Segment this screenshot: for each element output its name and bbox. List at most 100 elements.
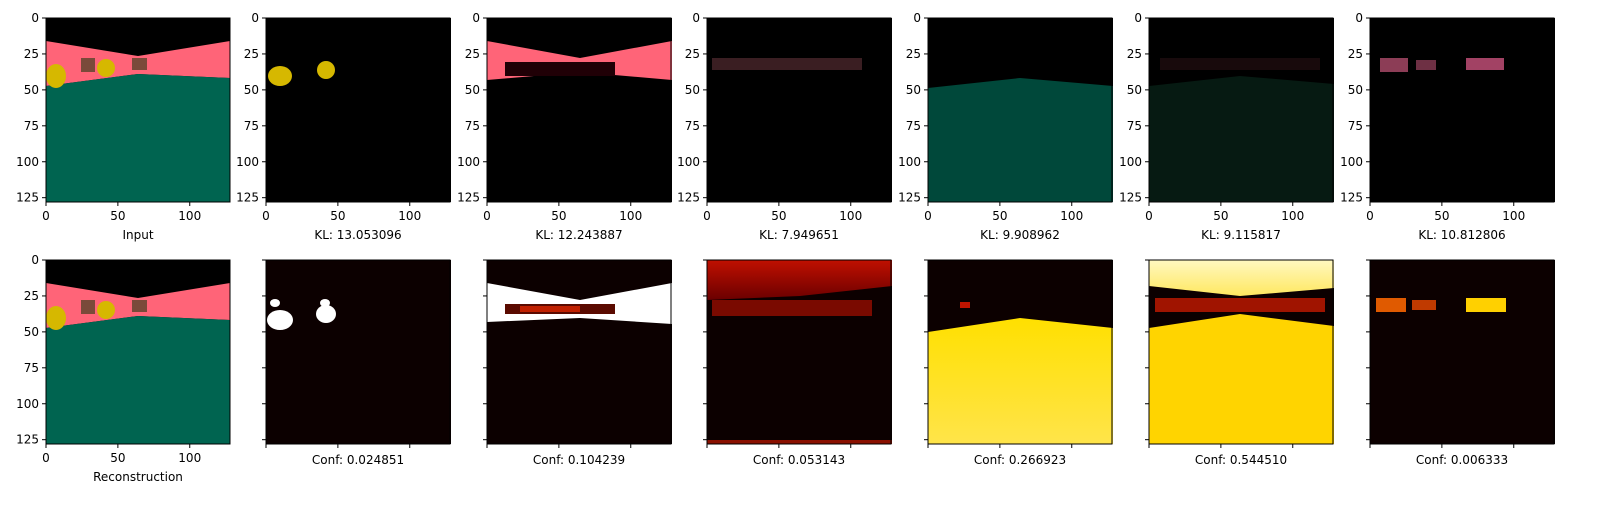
panel-mask-6 xyxy=(1370,18,1555,202)
y-tick-label: 25 xyxy=(685,47,700,61)
panel-mask-5 xyxy=(1149,18,1334,202)
panel-mask-2 xyxy=(487,18,672,202)
y-tick-label: 125 xyxy=(898,191,921,205)
panel-frames xyxy=(45,17,1555,445)
x-tick-label: 0 xyxy=(703,209,711,223)
panel-conf-4 xyxy=(928,260,1113,444)
panel-caption: KL: 9.908962 xyxy=(980,228,1060,242)
panel-caption: KL: 7.949651 xyxy=(759,228,839,242)
y-tick-label: 75 xyxy=(1127,119,1142,133)
y-tick-label: 100 xyxy=(677,155,700,169)
panel-caption: KL: 12.243887 xyxy=(535,228,622,242)
x-tick-label: 0 xyxy=(1145,209,1153,223)
x-tick-label: 0 xyxy=(924,209,932,223)
x-tick-label: 100 xyxy=(1060,209,1083,223)
panel-caption: KL: 9.115817 xyxy=(1201,228,1281,242)
x-tick-label: 0 xyxy=(262,209,270,223)
y-tick-label: 125 xyxy=(1119,191,1142,205)
y-tick-label: 50 xyxy=(465,83,480,97)
panel-conf-5 xyxy=(1149,260,1334,444)
y-tick-label: 50 xyxy=(24,83,39,97)
panel-caption: Conf: 0.024851 xyxy=(312,453,404,467)
x-tick-label: 100 xyxy=(1281,209,1304,223)
panel-frame xyxy=(486,17,672,203)
y-tick-label: 25 xyxy=(465,47,480,61)
x-tick-label: 50 xyxy=(992,209,1007,223)
x-tick-label: 0 xyxy=(483,209,491,223)
x-tick-label: 0 xyxy=(1366,209,1374,223)
panel-mask-1 xyxy=(266,18,451,202)
y-tick-label: 50 xyxy=(1348,83,1363,97)
y-tick-label: 25 xyxy=(24,47,39,61)
panel-frame xyxy=(706,259,892,445)
panel-frame xyxy=(1148,17,1334,203)
y-tick-label: 50 xyxy=(685,83,700,97)
y-tick-label: 25 xyxy=(244,47,259,61)
y-tick-label: 125 xyxy=(236,191,259,205)
panel-frame xyxy=(45,259,231,445)
x-tick-label: 50 xyxy=(771,209,786,223)
y-tick-label: 0 xyxy=(1134,11,1142,25)
y-tick-label: 25 xyxy=(1348,47,1363,61)
panel-frame xyxy=(45,17,231,203)
y-tick-label: 25 xyxy=(24,289,39,303)
y-tick-label: 75 xyxy=(906,119,921,133)
y-tick-label: 125 xyxy=(1340,191,1363,205)
y-tick-label: 125 xyxy=(16,191,39,205)
x-tick-label: 50 xyxy=(110,451,125,465)
x-tick-label: 50 xyxy=(1213,209,1228,223)
panel-mask-3 xyxy=(707,18,892,202)
y-tick-label: 75 xyxy=(1348,119,1363,133)
y-tick-label: 75 xyxy=(24,361,39,375)
panel-frame xyxy=(486,259,672,445)
panel-conf-2 xyxy=(487,260,672,444)
y-tick-label: 0 xyxy=(913,11,921,25)
y-tick-label: 100 xyxy=(16,155,39,169)
y-tick-label: 25 xyxy=(906,47,921,61)
panel-frame xyxy=(1369,259,1555,445)
panel-input xyxy=(46,18,230,202)
panel-caption: Conf: 0.266923 xyxy=(974,453,1066,467)
y-tick-label: 100 xyxy=(898,155,921,169)
y-tick-label: 100 xyxy=(1340,155,1363,169)
panel-caption: Conf: 0.006333 xyxy=(1416,453,1508,467)
x-tick-label: 100 xyxy=(178,209,201,223)
panel-frame xyxy=(927,259,1113,445)
panel-caption: KL: 13.053096 xyxy=(314,228,401,242)
x-tick-label: 0 xyxy=(42,451,50,465)
y-tick-label: 125 xyxy=(16,433,39,447)
x-tick-label: 100 xyxy=(619,209,642,223)
y-tick-label: 50 xyxy=(24,325,39,339)
y-tick-label: 0 xyxy=(692,11,700,25)
panel-caption: KL: 10.812806 xyxy=(1418,228,1505,242)
y-tick-label: 100 xyxy=(457,155,480,169)
x-tick-label: 50 xyxy=(1434,209,1449,223)
y-tick-label: 100 xyxy=(236,155,259,169)
y-tick-label: 75 xyxy=(465,119,480,133)
panel-reconstruction xyxy=(46,260,230,444)
panel-caption: Conf: 0.544510 xyxy=(1195,453,1287,467)
x-tick-label: 50 xyxy=(110,209,125,223)
y-tick-label: 125 xyxy=(677,191,700,205)
y-tick-label: 25 xyxy=(1127,47,1142,61)
x-tick-label: 100 xyxy=(1502,209,1525,223)
y-tick-label: 100 xyxy=(1119,155,1142,169)
y-tick-label: 0 xyxy=(472,11,480,25)
panel-frame xyxy=(1369,17,1555,203)
y-tick-label: 50 xyxy=(244,83,259,97)
x-tick-label: 50 xyxy=(551,209,566,223)
y-tick-label: 0 xyxy=(31,253,39,267)
panel-conf-3 xyxy=(707,260,892,444)
panel-frame xyxy=(706,17,892,203)
panel-frame xyxy=(265,259,451,445)
y-tick-label: 75 xyxy=(685,119,700,133)
y-tick-label: 0 xyxy=(251,11,259,25)
y-tick-label: 125 xyxy=(457,191,480,205)
x-tick-label: 0 xyxy=(42,209,50,223)
panel-conf-6 xyxy=(1370,260,1555,444)
panel-frame xyxy=(265,17,451,203)
y-tick-label: 0 xyxy=(1355,11,1363,25)
y-tick-label: 50 xyxy=(906,83,921,97)
